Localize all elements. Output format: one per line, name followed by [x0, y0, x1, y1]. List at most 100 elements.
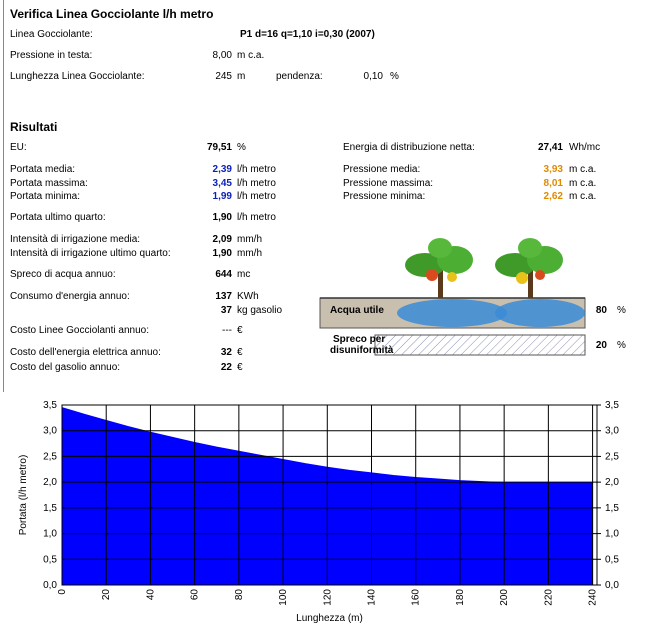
- unit: mm/h: [237, 234, 262, 245]
- y2-tick-label: 2,5: [605, 451, 619, 462]
- label: Energia di distribuzione netta:: [343, 142, 475, 153]
- unit: kg gasolio: [237, 305, 283, 316]
- value: 245: [215, 71, 232, 82]
- y2-tick-label: 1,0: [605, 529, 619, 540]
- value: 22: [220, 362, 232, 373]
- x-tick-label: 120: [322, 589, 333, 606]
- label: Pressione media:: [343, 164, 421, 175]
- value: 3,45: [212, 178, 232, 189]
- x-tick-label: 160: [411, 589, 422, 606]
- value: 2,39: [212, 164, 232, 175]
- value: 137: [215, 291, 232, 302]
- label: Costo dell'energia elettrica annuo:: [10, 347, 161, 358]
- value: P1 d=16 q=1,10 i=0,30 (2007): [240, 29, 375, 40]
- wet-bulb: [495, 299, 585, 327]
- x-tick-label: 240: [588, 589, 599, 606]
- plant: [495, 238, 563, 298]
- unit: €: [237, 347, 243, 358]
- value: 27,41: [537, 142, 563, 153]
- value: 2,62: [543, 191, 563, 202]
- label: Spreco di acqua annuo:: [10, 269, 116, 280]
- unit: Wh/mc: [569, 142, 601, 153]
- unit: m c.a.: [569, 191, 597, 202]
- y2-tick-label: 1,5: [605, 503, 619, 514]
- label: Portata minima:: [10, 191, 81, 202]
- label: Intensità di irrigazione ultimo quarto:: [10, 248, 171, 259]
- y-tick-label: 1,5: [43, 503, 57, 514]
- y2-tick-label: 3,5: [605, 400, 619, 411]
- y-axis-title: Portata (l/h metro): [18, 455, 29, 536]
- section-title: Risultati: [10, 120, 58, 134]
- y-tick-label: 0,0: [43, 580, 57, 591]
- unit: %: [617, 305, 626, 316]
- x-tick-label: 20: [101, 589, 112, 601]
- value: 1,99: [212, 191, 232, 202]
- value: 1,90: [212, 248, 232, 259]
- x-tick-label: 200: [499, 589, 510, 606]
- unit: %: [237, 142, 246, 153]
- label: Costo del gasolio annuo:: [10, 362, 121, 373]
- value: 8,01: [543, 178, 563, 189]
- y2-tick-label: 2,0: [605, 477, 619, 488]
- x-tick-label: 40: [145, 589, 156, 601]
- label: pendenza:: [276, 71, 323, 82]
- value: 8,00: [212, 50, 232, 61]
- x-axis-title: Lunghezza (m): [296, 613, 363, 624]
- unit: %: [390, 71, 399, 82]
- unit: l/h metro: [237, 212, 276, 223]
- unit: €: [237, 362, 243, 373]
- unit: mm/h: [237, 248, 262, 259]
- x-tick-label: 80: [234, 589, 245, 601]
- y-tick-label: 3,5: [43, 400, 57, 411]
- label: Portata massima:: [10, 178, 88, 189]
- y-tick-label: 3,0: [43, 426, 57, 437]
- y-tick-label: 2,0: [43, 477, 57, 488]
- value: 37: [220, 305, 232, 316]
- unit: m c.a.: [569, 164, 597, 175]
- x-tick-label: 100: [278, 589, 289, 606]
- x-tick-label: 220: [543, 589, 554, 606]
- label: Intensità di irrigazione media:: [10, 234, 141, 245]
- unit: m c.a.: [569, 178, 597, 189]
- unit: m c.a.: [237, 50, 265, 61]
- y2-tick-label: 0,5: [605, 554, 619, 565]
- value: 1,90: [212, 212, 232, 223]
- y2-tick-label: 3,0: [605, 426, 619, 437]
- label: Costo Linee Gocciolanti annuo:: [10, 325, 149, 336]
- label: Linea Gocciolante:: [10, 29, 93, 40]
- waste-bar: [374, 334, 586, 356]
- x-tick-label: 140: [367, 589, 378, 606]
- y-tick-label: 0,5: [43, 554, 57, 565]
- unit: l/h metro: [237, 164, 276, 175]
- y-tick-label: 1,0: [43, 529, 57, 540]
- label: Portata ultimo quarto:: [10, 212, 106, 223]
- irrigation-graphic: [319, 238, 586, 356]
- label: Consumo d'energia annuo:: [10, 291, 130, 302]
- label: disuniformità: [330, 345, 394, 356]
- unit: mc: [237, 269, 251, 280]
- unit: l/h metro: [237, 191, 276, 202]
- label: Pressione in testa:: [10, 50, 93, 61]
- value: 644: [215, 269, 232, 280]
- label: Lunghezza Linea Gocciolante:: [10, 71, 145, 82]
- value: 3,93: [543, 164, 563, 175]
- label: Acqua utile: [330, 305, 384, 316]
- value: 32: [220, 347, 232, 358]
- wet-bulb: [397, 299, 507, 327]
- value: 20: [595, 340, 607, 351]
- unit: l/h metro: [237, 178, 276, 189]
- value: 0,10: [363, 71, 383, 82]
- y2-tick-label: 0,0: [605, 580, 619, 591]
- label: Portata media:: [10, 164, 76, 175]
- value: 80: [595, 305, 607, 316]
- plot-border: [61, 404, 598, 586]
- y-tick-label: 2,5: [43, 451, 57, 462]
- x-tick-label: 180: [455, 589, 466, 606]
- value: ---: [222, 325, 232, 336]
- label: Spreco per: [333, 334, 386, 345]
- title: Verifica Linea Gocciolante l/h metro: [10, 7, 214, 21]
- label: Pressione massima:: [343, 178, 434, 189]
- plant: [405, 238, 473, 298]
- x-tick-label: 0: [57, 589, 68, 595]
